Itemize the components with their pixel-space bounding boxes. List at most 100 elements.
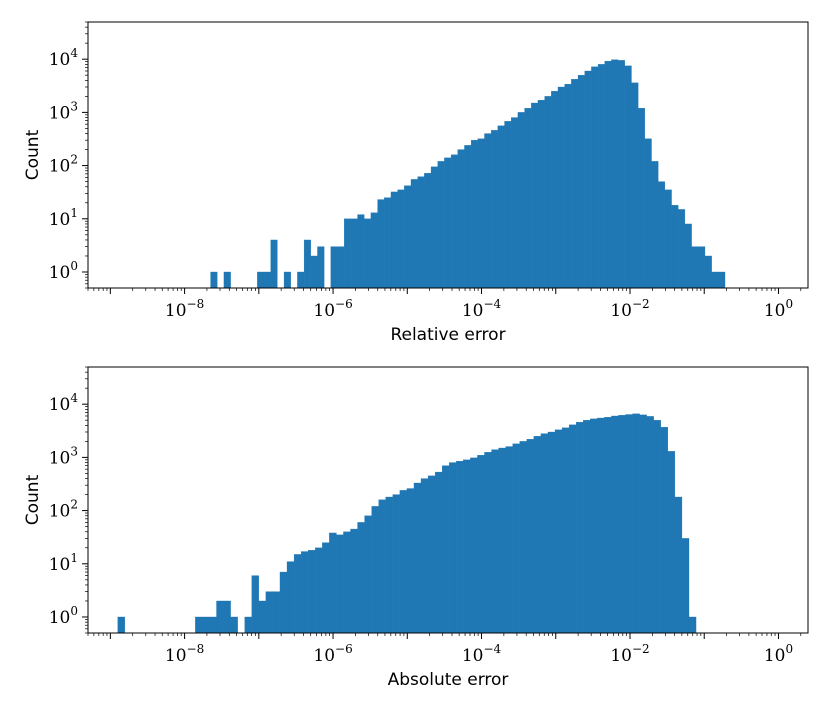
absolute-error-bars [117,413,697,634]
histogram-bar [484,133,492,289]
histogram-bar [491,130,499,289]
histogram-bar [664,189,672,289]
histogram-bar [413,482,422,634]
histogram-bar [644,138,652,289]
histogram-bar [577,75,585,289]
histogram-bar [317,246,325,289]
histogram-bar [698,246,706,289]
histogram-bar [477,455,485,634]
histogram-bar [308,550,316,634]
x-tick-label: 10−6 [313,642,352,666]
histogram-bar [512,443,520,634]
histogram-bar [315,547,323,634]
y-tick-label: 102 [49,153,78,177]
histogram-bar [638,108,645,289]
histogram-bar [392,494,401,634]
histogram-bar [691,246,699,289]
histogram-bar [544,96,552,289]
histogram-bar [272,591,281,634]
histogram-bar [497,125,505,289]
y-tick-label: 101 [49,551,78,575]
x-tick-label: 10−8 [165,297,204,321]
absolute-error-y-label: Count [23,474,43,525]
histogram-bar [568,424,577,634]
histogram-bar [557,86,565,289]
histogram-bar [344,218,352,289]
histogram-bar [505,446,513,634]
histogram-bar [517,112,525,289]
histogram-bar [604,60,612,289]
histogram-bar [410,179,418,289]
x-tick-label: 10−4 [462,297,502,321]
histogram-bar [195,616,203,634]
histogram-bar [658,181,666,289]
histogram-bar [417,176,425,289]
histogram-bar [424,173,432,289]
relative-error-x-ticks: 10−8 10−6 10−4 10−2 100 [87,288,802,321]
histogram-bar [390,191,398,289]
histogram-bar [456,460,464,634]
histogram-bar [329,532,337,634]
histogram-bar [371,506,379,634]
histogram-bar [377,199,385,289]
relative-error-histogram: 10−8 10−6 10−4 10−2 100 100 101 102 103 104 Rela… [23,21,809,345]
histogram-bar [449,462,457,634]
relative-error-x-label: Relative error [390,325,505,345]
histogram-bar [357,214,365,289]
histogram-bar [350,528,358,634]
histogram-bar [646,416,654,634]
histogram-bar [286,561,295,634]
histogram-bar [718,271,726,289]
histogram-bar [303,239,311,289]
x-tick-label: 10−6 [313,297,352,321]
histogram-bar [617,60,625,289]
x-tick-label: 10−8 [165,642,204,666]
histogram-bar [511,117,519,289]
histogram-bar [209,616,217,634]
histogram-bar [531,102,539,289]
histogram-bar [571,79,579,289]
histogram-bar [591,66,599,289]
histogram-bar [674,496,683,634]
histogram-bar [711,271,719,289]
histogram-bar [561,427,570,634]
y-tick-label: 101 [49,206,78,230]
histogram-bar [639,414,647,634]
histogram-bar [442,465,450,634]
y-tick-label: 104 [49,46,79,70]
histogram-bar [554,429,563,634]
histogram-bar [491,449,499,634]
histogram-bar [625,414,633,634]
histogram-bar [519,441,527,634]
histogram-bar [597,64,605,289]
histogram-bar [397,189,405,289]
x-tick-label: 10−2 [610,642,649,666]
histogram-bar [427,475,436,634]
histogram-bar [540,433,549,634]
histogram-bar [406,488,415,634]
relative-error-y-ticks: 100 101 102 103 104 [49,21,88,289]
histogram-bar [244,616,252,634]
histogram-bar [117,616,125,634]
histogram-bar [678,209,686,289]
histogram-bar [551,91,559,289]
histogram-bar [477,138,485,289]
histogram-bar [667,451,676,634]
histogram-bar [336,534,344,634]
y-tick-label: 103 [49,99,78,123]
histogram-bar [684,223,692,289]
histogram-bar [537,99,545,289]
histogram-bar [547,431,556,634]
histogram-bar [457,149,465,289]
histogram-bar [464,145,472,289]
histogram-bar [223,271,231,289]
histogram-bar [444,157,452,289]
histogram-bar [310,255,318,289]
histogram-bar [350,218,358,289]
histogram-bar [430,166,438,289]
x-tick-label: 10−4 [462,642,502,666]
histogram-bar [258,600,267,634]
histogram-bar [370,212,378,289]
histogram-bar [297,271,305,289]
